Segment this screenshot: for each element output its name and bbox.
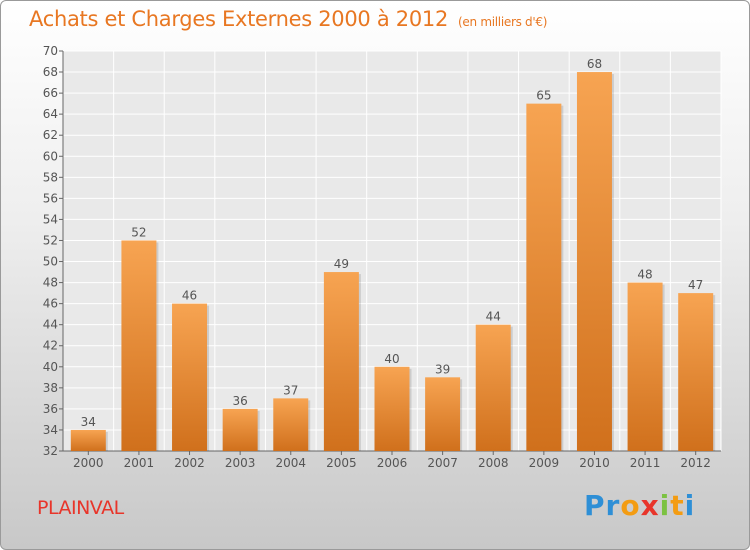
y-tick-label: 56 — [43, 191, 58, 205]
bar-2004 — [273, 398, 309, 451]
bar-2010 — [576, 72, 612, 451]
y-tick-label: 70 — [43, 44, 58, 58]
logo-letter: i — [684, 489, 696, 522]
bar-2002 — [172, 303, 208, 451]
x-tick-label: 2002 — [174, 456, 205, 470]
bar-2012 — [678, 293, 714, 451]
data-label: 37 — [283, 383, 298, 397]
data-label: 52 — [131, 225, 146, 239]
y-tick-label: 60 — [43, 149, 58, 163]
y-tick-label: 64 — [43, 107, 58, 121]
y-tick-label: 44 — [43, 318, 58, 332]
logo-letter: x — [640, 489, 660, 522]
data-label: 68 — [587, 57, 602, 71]
bar-2007 — [425, 377, 461, 451]
data-label: 39 — [435, 362, 450, 376]
bar-2000 — [70, 429, 106, 451]
bar-2006 — [374, 366, 410, 451]
y-tick-label: 42 — [43, 339, 58, 353]
logo-letter: i — [659, 489, 671, 522]
x-tick-label: 2012 — [680, 456, 711, 470]
y-tick-label: 52 — [43, 233, 58, 247]
data-label: 48 — [637, 268, 652, 282]
bar-2003 — [222, 408, 258, 451]
x-tick-label: 2007 — [427, 456, 458, 470]
bar-2009 — [526, 103, 562, 451]
bar-2008 — [475, 324, 511, 451]
y-tick-label: 38 — [43, 381, 58, 395]
x-tick-label: 2001 — [124, 456, 155, 470]
data-label: 49 — [334, 257, 349, 271]
x-tick-label: 2000 — [73, 456, 104, 470]
x-tick-label: 2010 — [579, 456, 610, 470]
logo-letter: o — [620, 489, 641, 522]
y-tick-label: 66 — [43, 86, 58, 100]
y-tick-label: 34 — [43, 423, 58, 437]
data-label: 46 — [182, 289, 197, 303]
data-label: 34 — [81, 415, 96, 429]
y-tick-label: 46 — [43, 297, 58, 311]
y-tick-label: 62 — [43, 128, 58, 142]
bar-2005 — [323, 272, 359, 451]
x-tick-label: 2004 — [275, 456, 306, 470]
bar-2001 — [121, 240, 157, 451]
chart-title: Achats et Charges Externes 2000 à 2012 (e… — [29, 7, 548, 31]
y-tick-label: 40 — [43, 360, 58, 374]
commune-name: PLAINVAL — [37, 497, 124, 519]
logo-letter: r — [605, 489, 621, 522]
y-tick-label: 58 — [43, 170, 58, 184]
x-tick-label: 2011 — [630, 456, 661, 470]
data-label: 65 — [536, 89, 551, 103]
x-tick-label: 2005 — [326, 456, 357, 470]
logo-letter: P — [584, 489, 606, 522]
chart-subtitle: (en milliers d'€) — [458, 15, 548, 29]
logo-letter: t — [670, 489, 685, 522]
x-tick-label: 2009 — [529, 456, 560, 470]
x-tick-label: 2006 — [377, 456, 408, 470]
data-label: 44 — [486, 310, 501, 324]
y-tick-label: 50 — [43, 255, 58, 269]
data-label: 36 — [233, 394, 248, 408]
y-tick-label: 68 — [43, 65, 58, 79]
y-tick-label: 32 — [43, 444, 58, 458]
y-tick-label: 36 — [43, 402, 58, 416]
data-label: 47 — [688, 278, 703, 292]
bar-2011 — [627, 282, 663, 451]
y-tick-label: 48 — [43, 276, 58, 290]
x-tick-label: 2008 — [478, 456, 509, 470]
data-label: 40 — [384, 352, 399, 366]
proxiti-logo: Proxiti — [584, 489, 695, 522]
x-tick-label: 2003 — [225, 456, 256, 470]
y-tick-label: 54 — [43, 212, 58, 226]
